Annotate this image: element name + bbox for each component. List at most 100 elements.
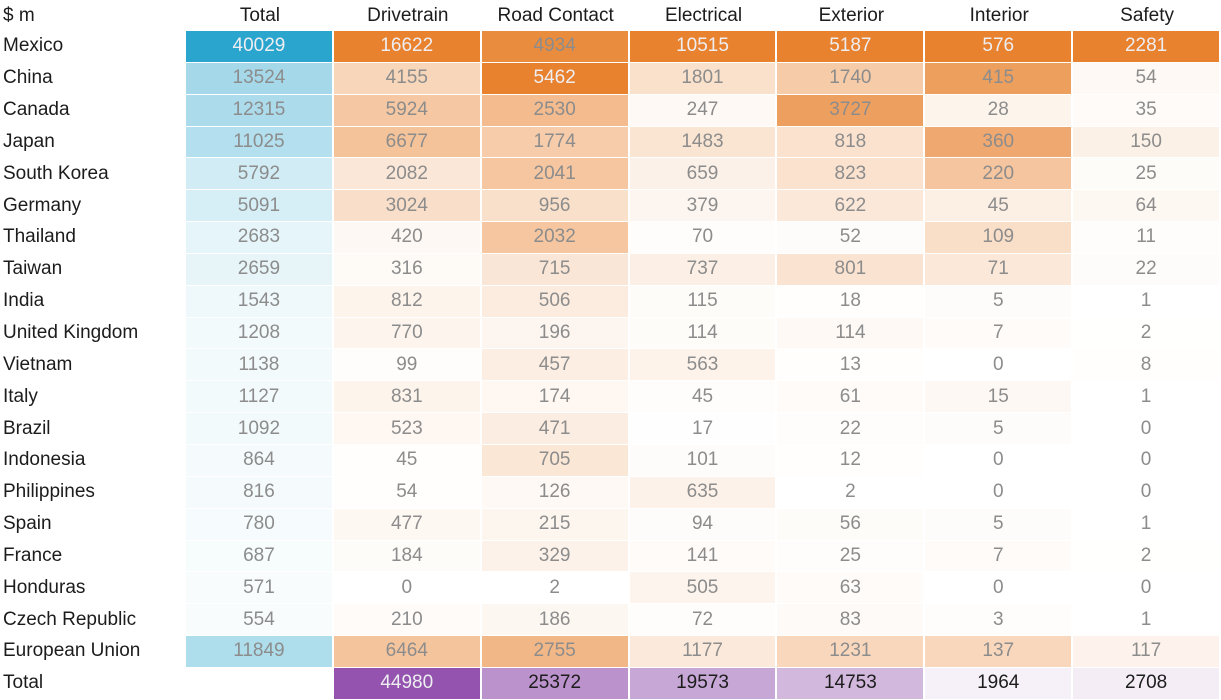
heatmap-cell: 823 [777, 158, 926, 191]
heatmap-cell: 2683 [186, 222, 334, 254]
table-row: Japan 11025 6677 1774 1483 818 360 150 [0, 126, 1221, 159]
heatmap-cell: 1127 [186, 381, 334, 414]
heatmap-cell: 505 [629, 572, 778, 605]
heatmap-cell: 5462 [481, 62, 630, 95]
heatmap-cell: 956 [481, 190, 630, 223]
heatmap-cell: 114 [629, 317, 778, 350]
heatmap-cell: 117 [1073, 636, 1221, 668]
heatmap-cell: 420 [333, 222, 482, 254]
column-header: Road Contact [497, 4, 614, 26]
heatmap-cell: 12315 [186, 94, 334, 127]
heatmap-cell: 19573 [629, 667, 778, 700]
heatmap-cell: 415 [925, 62, 1074, 95]
heatmap-cell: 1 [1073, 381, 1221, 414]
heatmap-cell: 2708 [1073, 667, 1221, 700]
heatmap-cell: 28 [925, 94, 1074, 127]
row-label: Vietnam [0, 349, 186, 382]
heatmap-cell: 471 [481, 413, 630, 445]
table-row: Czech Republic 554 210 186 72 83 3 1 [0, 604, 1221, 637]
heatmap-cell: 25372 [481, 667, 630, 700]
heatmap-cell: 1543 [186, 285, 334, 318]
table-row: Thailand 2683 420 2032 70 52 109 11 [0, 222, 1221, 254]
heatmap-cell: 5792 [186, 158, 334, 191]
heatmap-cell: 0 [925, 572, 1074, 605]
heatmap-cell: 115 [629, 285, 778, 318]
heatmap-cell: 1964 [925, 667, 1074, 700]
heatmap-cell: 2 [777, 476, 926, 509]
heatmap-cell: 45 [629, 381, 778, 414]
column-header: Safety [1120, 4, 1175, 26]
heatmap-cell: 44980 [333, 667, 482, 700]
row-label: Spain [0, 509, 186, 541]
heatmap-cell: 12 [777, 444, 926, 477]
heatmap-cell: 2 [481, 572, 630, 605]
row-label: France [0, 541, 186, 573]
heatmap-cell: 17 [629, 413, 778, 445]
heatmap-cell: 72 [629, 604, 778, 637]
heatmap-cell: 0 [1073, 476, 1221, 509]
heatmap-cell: 687 [186, 540, 334, 573]
table-row: China 13524 4155 5462 1801 1740 415 54 [0, 62, 1221, 95]
heatmap-cell: 18 [777, 285, 926, 318]
heatmap-cell: 818 [777, 126, 926, 159]
heatmap-cell: 2659 [186, 253, 334, 286]
heatmap-cell: 2755 [481, 636, 630, 668]
heatmap-cell: 5 [925, 413, 1074, 445]
column-header: Drivetrain [367, 4, 449, 26]
heatmap-cell: 563 [629, 349, 778, 382]
table-row: Mexico 40029 16622 4934 10515 5187 576 2281 [0, 31, 1221, 63]
heatmap-cell: 1 [1073, 508, 1221, 541]
heatmap-cell: 16622 [333, 31, 482, 63]
row-label: Philippines [0, 477, 186, 509]
heatmap-cell: 99 [333, 349, 482, 382]
heatmap-cell: 71 [925, 253, 1074, 286]
total-row: Total 44980 25372 19573 14753 1964 2708 [0, 667, 1221, 700]
heatmap-cell: 1801 [629, 62, 778, 95]
heatmap-cell: 1 [1073, 285, 1221, 318]
heatmap-cell: 2281 [1073, 31, 1221, 63]
table-row: Canada 12315 5924 2530 247 3727 28 35 [0, 94, 1221, 127]
heatmap-cell: 186 [481, 604, 630, 637]
heatmap-cell: 705 [481, 444, 630, 477]
heatmap-cell: 3727 [777, 94, 926, 127]
heatmap-cell: 247 [629, 94, 778, 127]
heatmap-cell: 737 [629, 253, 778, 286]
heatmap-cell: 70 [629, 222, 778, 254]
heatmap-cell: 6464 [333, 636, 482, 668]
heatmap-cell: 101 [629, 444, 778, 477]
heatmap-cell: 864 [186, 444, 334, 477]
heatmap-cell: 40029 [186, 31, 334, 63]
heatmap-cell: 64 [1073, 190, 1221, 223]
column-header: Exterior [818, 4, 885, 26]
heatmap-cell: 360 [925, 126, 1074, 159]
heatmap-cell: 316 [333, 253, 482, 286]
table-row: Honduras 571 0 2 505 63 0 0 [0, 572, 1221, 605]
heatmap-cell: 1208 [186, 317, 334, 350]
heatmap-cell: 0 [333, 572, 482, 605]
heatmap-cell: 184 [333, 540, 482, 573]
heatmap-cell: 554 [186, 604, 334, 637]
heatmap-cell: 45 [333, 444, 482, 477]
heatmap-cell: 5 [925, 285, 1074, 318]
heatmap-cell: 35 [1073, 94, 1221, 127]
row-label: European Union [0, 636, 186, 668]
heatmap-cell: 379 [629, 190, 778, 223]
heatmap-cell: 14753 [777, 667, 926, 700]
heatmap-cell: 150 [1073, 126, 1221, 159]
heatmap-cell: 3 [925, 604, 1074, 637]
heatmap-cell: 659 [629, 158, 778, 191]
heatmap-cell: 56 [777, 508, 926, 541]
row-label: Japan [0, 127, 186, 159]
heatmap-cell: 45 [925, 190, 1074, 223]
heatmap-cell: 126 [481, 476, 630, 509]
heatmap-cell: 571 [186, 572, 334, 605]
row-label: Italy [0, 381, 186, 414]
table-row: United Kingdom 1208 770 196 114 114 7 2 [0, 317, 1221, 350]
heatmap-cell: 0 [925, 349, 1074, 382]
heatmap-cell: 2041 [481, 158, 630, 191]
column-header: Total [239, 4, 280, 26]
heatmap-cell: 2032 [481, 222, 630, 254]
heatmap-cell: 0 [1073, 413, 1221, 445]
heatmap-cell: 3024 [333, 190, 482, 223]
